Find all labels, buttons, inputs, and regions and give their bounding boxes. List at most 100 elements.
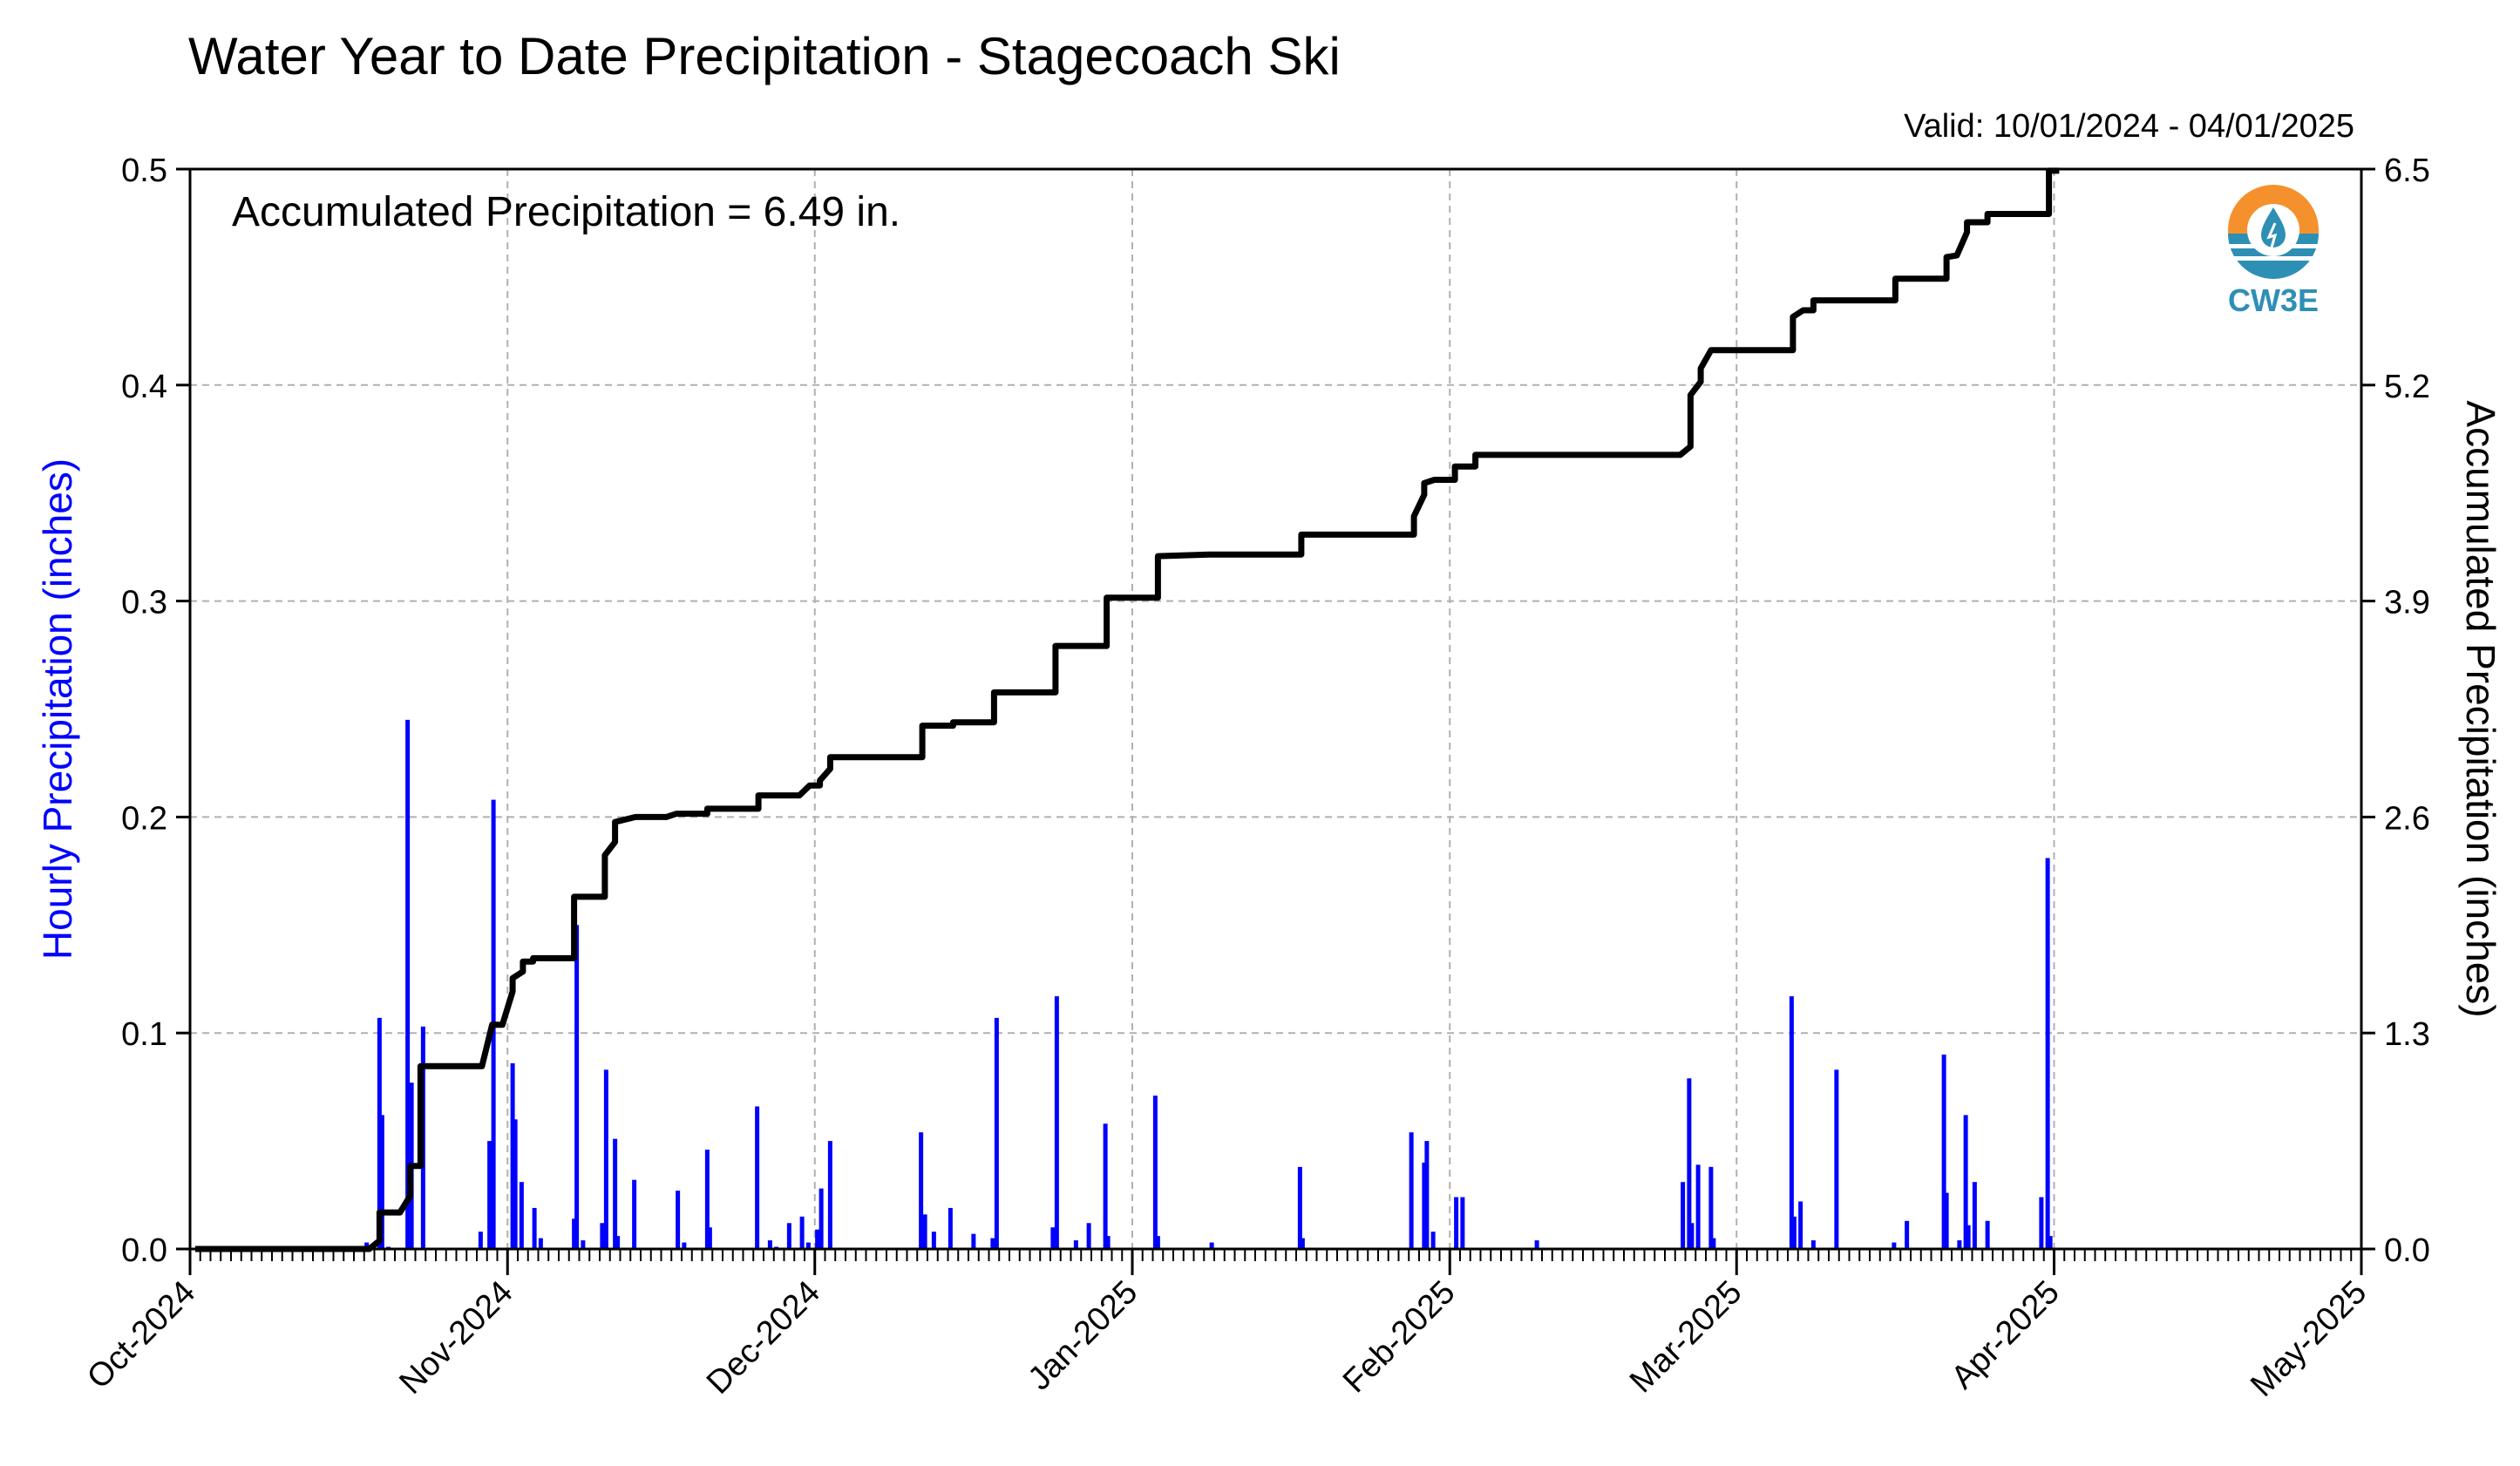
precip-bar xyxy=(786,1223,791,1249)
precip-bar xyxy=(1957,1240,1962,1249)
precip-bar xyxy=(600,1223,605,1249)
precip-bar xyxy=(1985,1220,1990,1249)
precip-bar xyxy=(1152,1096,1158,1249)
precip-bar xyxy=(1810,1240,1816,1249)
y-left-tick-label: 0.5 xyxy=(121,153,167,189)
precip-bar xyxy=(532,1207,537,1249)
precip-bar xyxy=(364,1242,370,1249)
precip-bar xyxy=(1791,1216,1797,1249)
axis-ticks: 0.0 0.1 0.2 0.3 0.4 0.5 0.0 1.3 2.6 3.9 5.2 6.5 Oct-… xyxy=(80,153,2430,1404)
precip-bar xyxy=(994,1017,999,1249)
precip-bar xyxy=(948,1207,953,1249)
precip-bar xyxy=(1105,1236,1111,1249)
precip-bar xyxy=(513,1119,518,1249)
precip-bar xyxy=(510,1062,515,1249)
precip-bar xyxy=(682,1242,687,1249)
hourly-precip-bars xyxy=(364,719,2053,1249)
x-tick-label: Apr-2025 xyxy=(1945,1274,2067,1396)
precip-bar xyxy=(971,1233,976,1249)
precip-bar xyxy=(1155,1236,1160,1249)
precip-bar xyxy=(1789,996,1794,1249)
precip-bar xyxy=(1695,1164,1701,1249)
precip-bar xyxy=(1460,1197,1465,1249)
precip-bar xyxy=(1054,996,1059,1249)
precip-bar xyxy=(1422,1162,1427,1249)
precip-bar xyxy=(613,1138,618,1249)
precip-bar xyxy=(1941,1054,1946,1249)
x-tick-label: Mar-2025 xyxy=(1623,1274,1749,1401)
precip-bar xyxy=(487,1141,492,1249)
y-left-tick-label: 0.4 xyxy=(121,369,167,405)
y-right-tick-label: 5.2 xyxy=(2384,369,2430,405)
precip-bar xyxy=(1454,1197,1459,1249)
precip-bar xyxy=(1297,1166,1302,1249)
precip-bar xyxy=(1905,1220,1910,1249)
x-tick-label: May-2025 xyxy=(2244,1274,2374,1404)
precip-bar xyxy=(1687,1078,1692,1249)
precip-bar xyxy=(1086,1223,1091,1249)
right-axis-label: Accumulated Precipitation (inches) xyxy=(2458,400,2503,1017)
y-left-tick-label: 0.3 xyxy=(121,585,167,621)
precip-bar xyxy=(1424,1141,1430,1249)
precip-bar xyxy=(815,1229,820,1249)
x-tick-label: Feb-2025 xyxy=(1336,1274,1463,1401)
grid-lines xyxy=(190,169,2361,1249)
x-tick-label: Oct-2024 xyxy=(80,1274,202,1396)
precip-bar xyxy=(379,1115,384,1249)
y-right-tick-label: 0.0 xyxy=(2384,1232,2430,1269)
x-tick-label: Jan-2025 xyxy=(1022,1274,1145,1398)
y-right-tick-label: 1.3 xyxy=(2384,1016,2430,1053)
precip-bar xyxy=(615,1236,621,1249)
precip-bar xyxy=(2045,858,2050,1249)
precip-bar xyxy=(1534,1240,1539,1249)
precip-bar xyxy=(1963,1115,1968,1249)
y-right-tick-label: 2.6 xyxy=(2384,800,2430,837)
precip-bar xyxy=(574,925,580,1249)
precip-bar xyxy=(1073,1240,1078,1249)
logo-text: CW3E xyxy=(2227,282,2319,318)
y-right-tick-label: 6.5 xyxy=(2384,153,2430,189)
accumulated-line xyxy=(194,167,2060,1252)
precip-bar xyxy=(632,1179,637,1249)
x-tick-label: Nov-2024 xyxy=(392,1274,520,1402)
precip-bar xyxy=(519,1182,524,1249)
precip-bar xyxy=(707,1227,712,1249)
precip-bar xyxy=(1430,1232,1436,1249)
precip-bar xyxy=(799,1216,805,1249)
precip-bar xyxy=(1798,1201,1803,1249)
precip-bar xyxy=(1050,1227,1056,1249)
valid-date-range: Valid: 10/01/2024 - 04/01/2025 xyxy=(1904,108,2354,145)
precip-bar xyxy=(478,1232,483,1249)
precip-bar xyxy=(377,1017,382,1249)
precip-bar xyxy=(827,1141,832,1249)
y-left-tick-label: 0.1 xyxy=(121,1016,167,1053)
y-right-tick-label: 3.9 xyxy=(2384,585,2430,621)
precip-bar xyxy=(1972,1182,1977,1249)
precip-bar xyxy=(990,1238,995,1249)
precip-bar xyxy=(572,1218,577,1249)
precip-bar xyxy=(408,1223,413,1249)
precip-bar xyxy=(1966,1225,1971,1249)
chart-title: Water Year to Date Precipitation - Stage… xyxy=(188,27,1341,85)
precip-bar xyxy=(755,1106,760,1249)
precip-bar xyxy=(1681,1182,1686,1249)
precip-bar xyxy=(805,1242,811,1249)
precip-bar xyxy=(1708,1166,1714,1249)
precip-bar xyxy=(581,1240,586,1249)
precip-bar xyxy=(919,1132,924,1249)
y-left-tick-label: 0.2 xyxy=(121,800,167,837)
left-axis-label: Hourly Precipitation (inches) xyxy=(35,458,80,960)
precip-bar xyxy=(603,1069,608,1249)
precip-bar xyxy=(1300,1238,1305,1249)
precip-bar xyxy=(538,1238,543,1249)
precip-bar xyxy=(676,1191,681,1249)
y-left-tick-label: 0.0 xyxy=(121,1232,167,1269)
plot-frame xyxy=(188,167,2363,1251)
precip-bar xyxy=(1103,1123,1108,1249)
water-drop-sun-icon xyxy=(2228,185,2319,279)
precip-bar xyxy=(931,1232,936,1249)
precip-bar xyxy=(1711,1238,1716,1249)
precip-bar xyxy=(1892,1242,1897,1249)
precip-bar xyxy=(1834,1069,1839,1249)
precip-bar xyxy=(1689,1223,1695,1249)
